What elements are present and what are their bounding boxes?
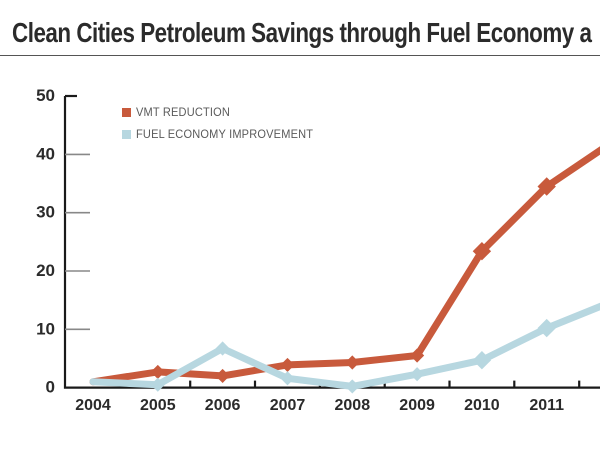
svg-text:2007: 2007 [270,397,306,414]
svg-text:2010: 2010 [464,397,500,414]
svg-text:30: 30 [36,203,55,222]
svg-text:2008: 2008 [335,397,371,414]
svg-text:50: 50 [36,86,55,105]
svg-text:2009: 2009 [399,397,435,414]
svg-text:0: 0 [46,378,55,397]
svg-text:40: 40 [36,144,55,163]
svg-text:2004: 2004 [75,397,111,414]
svg-text:2005: 2005 [140,397,176,414]
svg-text:2011: 2011 [529,397,564,414]
svg-text:20: 20 [36,261,55,280]
svg-text:2006: 2006 [205,397,241,414]
svg-text:VMT REDUCTION: VMT REDUCTION [136,107,230,119]
svg-text:10: 10 [36,319,55,338]
svg-text:FUEL ECONOMY IMPROVEMENT: FUEL ECONOMY IMPROVEMENT [136,129,313,141]
